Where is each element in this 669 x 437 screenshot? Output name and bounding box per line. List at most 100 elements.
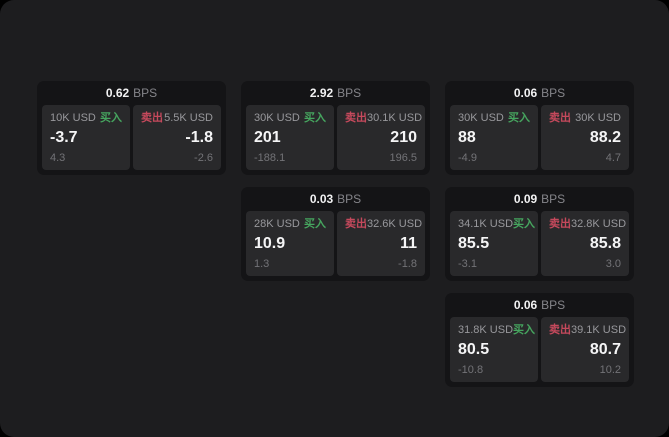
buy-label-row: 31.8K USD 买入 — [458, 324, 535, 336]
buy-tile[interactable]: 10K USD 买入 -3.7 4.3 — [42, 105, 130, 170]
buy-price: 201 — [254, 129, 281, 146]
spread-value: 0.06 — [513, 298, 538, 312]
buy-amount-label: 30K USD — [458, 112, 504, 124]
spread-header: 0.03 BPS — [241, 187, 430, 211]
buy-label-row: 30K USD 买入 — [254, 112, 326, 124]
spread-header: 0.06 BPS — [445, 293, 634, 317]
buy-change: -188.1 — [254, 152, 286, 164]
buy-amount-label: 31.8K USD — [458, 324, 514, 336]
buy-change: -10.8 — [458, 364, 484, 376]
buy-amount-label: 28K USD — [254, 218, 300, 230]
buy-side-label: 买入 — [508, 112, 530, 124]
spread-unit-label: BPS — [337, 86, 362, 100]
quote-card: 0.06 BPS 30K USD 买入 88 -4.9 卖出 30K USD — [445, 81, 634, 175]
buy-price: -3.7 — [50, 129, 78, 146]
spread-header: 0.62 BPS — [37, 81, 226, 105]
buy-label-row: 30K USD 买入 — [458, 112, 530, 124]
buy-label-row: 10K USD 买入 — [50, 112, 122, 124]
buy-side-label: 买入 — [304, 112, 326, 124]
sell-amount-label: 30K USD — [575, 112, 621, 124]
buy-price: 10.9 — [254, 235, 286, 252]
quote-card-grid: 0.62 BPS 10K USD 买入 -3.7 4.3 卖出 5.5K USD — [37, 81, 634, 387]
buy-tile[interactable]: 30K USD 买入 201 -188.1 — [246, 105, 334, 170]
buy-side-label: 买入 — [513, 218, 536, 230]
buy-change: 1.3 — [254, 258, 270, 270]
sell-change: 3.0 — [605, 258, 621, 270]
sell-label-row: 卖出 32.8K USD — [549, 218, 626, 230]
spread-unit-label: BPS — [133, 86, 158, 100]
buy-change: -4.9 — [458, 152, 477, 164]
sell-label-row: 卖出 32.6K USD — [345, 218, 422, 230]
buy-tile[interactable]: 28K USD 买入 10.9 1.3 — [246, 211, 334, 276]
sell-price: 210 — [390, 129, 417, 146]
quote-card: 0.09 BPS 34.1K USD 买入 85.5 -3.1 卖出 32.8K… — [445, 187, 634, 281]
sell-amount-label: 5.5K USD — [164, 112, 213, 124]
buy-amount-label: 10K USD — [50, 112, 96, 124]
quote-tiles: 10K USD 买入 -3.7 4.3 卖出 5.5K USD -1.8 -2.… — [42, 105, 221, 170]
buy-amount-label: 30K USD — [254, 112, 300, 124]
sell-tile[interactable]: 卖出 5.5K USD -1.8 -2.6 — [133, 105, 221, 170]
buy-change: 4.3 — [50, 152, 66, 164]
sell-price: 11 — [400, 235, 417, 252]
quote-card: 0.06 BPS 31.8K USD 买入 80.5 -10.8 卖出 39.1… — [445, 293, 634, 387]
sell-side-label: 卖出 — [549, 112, 571, 124]
sell-price: 85.8 — [589, 235, 621, 252]
sell-label-row: 卖出 30.1K USD — [345, 112, 422, 124]
buy-amount-label: 34.1K USD — [458, 218, 514, 230]
sell-tile[interactable]: 卖出 32.6K USD 11 -1.8 — [337, 211, 425, 276]
sell-amount-label: 32.6K USD — [367, 218, 423, 230]
quote-tiles: 30K USD 买入 201 -188.1 卖出 30.1K USD 210 1… — [246, 105, 425, 170]
sell-amount-label: 32.8K USD — [571, 218, 627, 230]
quote-card: 0.62 BPS 10K USD 买入 -3.7 4.3 卖出 5.5K USD — [37, 81, 226, 175]
sell-change: 10.2 — [599, 364, 621, 376]
sell-amount-label: 39.1K USD — [571, 324, 627, 336]
spread-value: 2.92 — [309, 86, 334, 100]
buy-price: 80.5 — [458, 341, 490, 358]
spread-unit-label: BPS — [337, 192, 362, 206]
spread-header: 0.06 BPS — [445, 81, 634, 105]
quote-tiles: 28K USD 买入 10.9 1.3 卖出 32.6K USD 11 -1.8 — [246, 211, 425, 276]
sell-side-label: 卖出 — [549, 218, 571, 230]
spread-unit-label: BPS — [541, 298, 566, 312]
spread-value: 0.03 — [309, 192, 334, 206]
spread-header: 0.09 BPS — [445, 187, 634, 211]
buy-price: 88 — [458, 129, 476, 146]
buy-label-row: 28K USD 买入 — [254, 218, 326, 230]
sell-price: -1.8 — [185, 129, 213, 146]
sell-label-row: 卖出 39.1K USD — [549, 324, 626, 336]
spread-unit-label: BPS — [541, 192, 566, 206]
buy-side-label: 买入 — [304, 218, 326, 230]
quote-card: 2.92 BPS 30K USD 买入 201 -188.1 卖出 30.1K … — [241, 81, 430, 175]
sell-change: -2.6 — [194, 152, 213, 164]
sell-change: 4.7 — [605, 152, 621, 164]
sell-side-label: 卖出 — [141, 112, 163, 124]
spread-value: 0.06 — [513, 86, 538, 100]
buy-label-row: 34.1K USD 买入 — [458, 218, 535, 230]
quote-card: 0.03 BPS 28K USD 买入 10.9 1.3 卖出 32.6K US… — [241, 187, 430, 281]
sell-label-row: 卖出 5.5K USD — [141, 112, 213, 124]
sell-price: 80.7 — [589, 341, 621, 358]
buy-side-label: 买入 — [100, 112, 122, 124]
sell-label-row: 卖出 30K USD — [549, 112, 621, 124]
sell-side-label: 卖出 — [549, 324, 571, 336]
spread-header: 2.92 BPS — [241, 81, 430, 105]
sell-tile[interactable]: 卖出 30.1K USD 210 196.5 — [337, 105, 425, 170]
spread-value: 0.09 — [513, 192, 538, 206]
sell-side-label: 卖出 — [345, 218, 367, 230]
buy-change: -3.1 — [458, 258, 477, 270]
buy-tile[interactable]: 34.1K USD 买入 85.5 -3.1 — [450, 211, 538, 276]
sell-tile[interactable]: 卖出 39.1K USD 80.7 10.2 — [541, 317, 629, 382]
quote-tiles: 30K USD 买入 88 -4.9 卖出 30K USD 88.2 4.7 — [450, 105, 629, 170]
spread-value: 0.62 — [105, 86, 130, 100]
sell-tile[interactable]: 卖出 32.8K USD 85.8 3.0 — [541, 211, 629, 276]
sell-amount-label: 30.1K USD — [367, 112, 423, 124]
sell-tile[interactable]: 卖出 30K USD 88.2 4.7 — [541, 105, 629, 170]
spread-unit-label: BPS — [541, 86, 566, 100]
buy-tile[interactable]: 31.8K USD 买入 80.5 -10.8 — [450, 317, 538, 382]
buy-tile[interactable]: 30K USD 买入 88 -4.9 — [450, 105, 538, 170]
buy-price: 85.5 — [458, 235, 490, 252]
buy-side-label: 买入 — [513, 324, 536, 336]
sell-change: 196.5 — [389, 152, 417, 164]
sell-price: 88.2 — [589, 129, 621, 146]
